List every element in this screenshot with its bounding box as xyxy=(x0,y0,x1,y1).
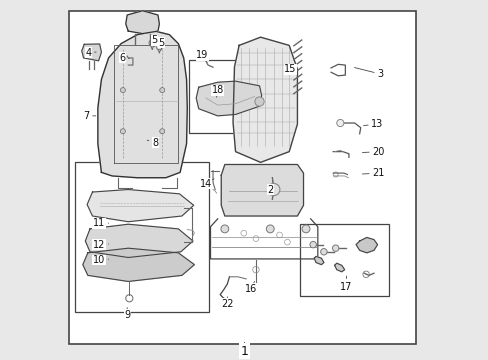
Circle shape xyxy=(120,87,125,93)
Circle shape xyxy=(254,97,264,106)
Circle shape xyxy=(221,225,228,233)
Circle shape xyxy=(156,43,163,50)
Text: 20: 20 xyxy=(362,147,384,157)
Circle shape xyxy=(266,225,274,233)
Text: 11: 11 xyxy=(93,218,108,228)
Polygon shape xyxy=(98,31,187,178)
Text: 22: 22 xyxy=(221,297,233,309)
Text: 14: 14 xyxy=(199,179,214,189)
Bar xyxy=(189,60,278,133)
Text: 3: 3 xyxy=(354,68,383,79)
Text: 16: 16 xyxy=(244,282,257,294)
Text: 15: 15 xyxy=(284,64,297,75)
Polygon shape xyxy=(125,11,159,33)
Polygon shape xyxy=(87,189,193,222)
Circle shape xyxy=(267,184,279,195)
Polygon shape xyxy=(196,81,261,116)
Text: 19: 19 xyxy=(196,50,208,61)
Polygon shape xyxy=(82,248,194,282)
Polygon shape xyxy=(221,165,303,216)
Text: 13: 13 xyxy=(363,119,383,129)
Polygon shape xyxy=(233,37,297,162)
Circle shape xyxy=(320,248,326,255)
Text: 21: 21 xyxy=(362,168,384,178)
Circle shape xyxy=(160,87,164,93)
Bar xyxy=(75,162,208,312)
Text: 4: 4 xyxy=(85,48,96,58)
Text: 7: 7 xyxy=(83,111,96,121)
Text: 8: 8 xyxy=(147,138,158,148)
Text: 1: 1 xyxy=(241,342,247,357)
Polygon shape xyxy=(314,256,323,265)
Polygon shape xyxy=(334,263,344,272)
Text: 9: 9 xyxy=(124,307,130,320)
Text: 6: 6 xyxy=(119,53,129,63)
Circle shape xyxy=(149,40,155,46)
Text: 1: 1 xyxy=(240,345,248,358)
Text: 2: 2 xyxy=(266,181,273,194)
Text: 17: 17 xyxy=(340,276,352,292)
Circle shape xyxy=(302,225,309,233)
Text: 5: 5 xyxy=(158,38,164,49)
Polygon shape xyxy=(81,44,101,61)
Text: 5: 5 xyxy=(151,35,157,46)
Text: 10: 10 xyxy=(93,255,108,265)
Circle shape xyxy=(120,129,125,134)
Bar xyxy=(299,224,388,296)
Circle shape xyxy=(332,245,338,251)
Polygon shape xyxy=(85,224,193,257)
Polygon shape xyxy=(355,238,377,253)
Text: 18: 18 xyxy=(211,85,224,97)
Circle shape xyxy=(336,120,343,127)
Text: 12: 12 xyxy=(93,240,108,249)
Circle shape xyxy=(309,242,316,248)
Circle shape xyxy=(160,129,164,134)
